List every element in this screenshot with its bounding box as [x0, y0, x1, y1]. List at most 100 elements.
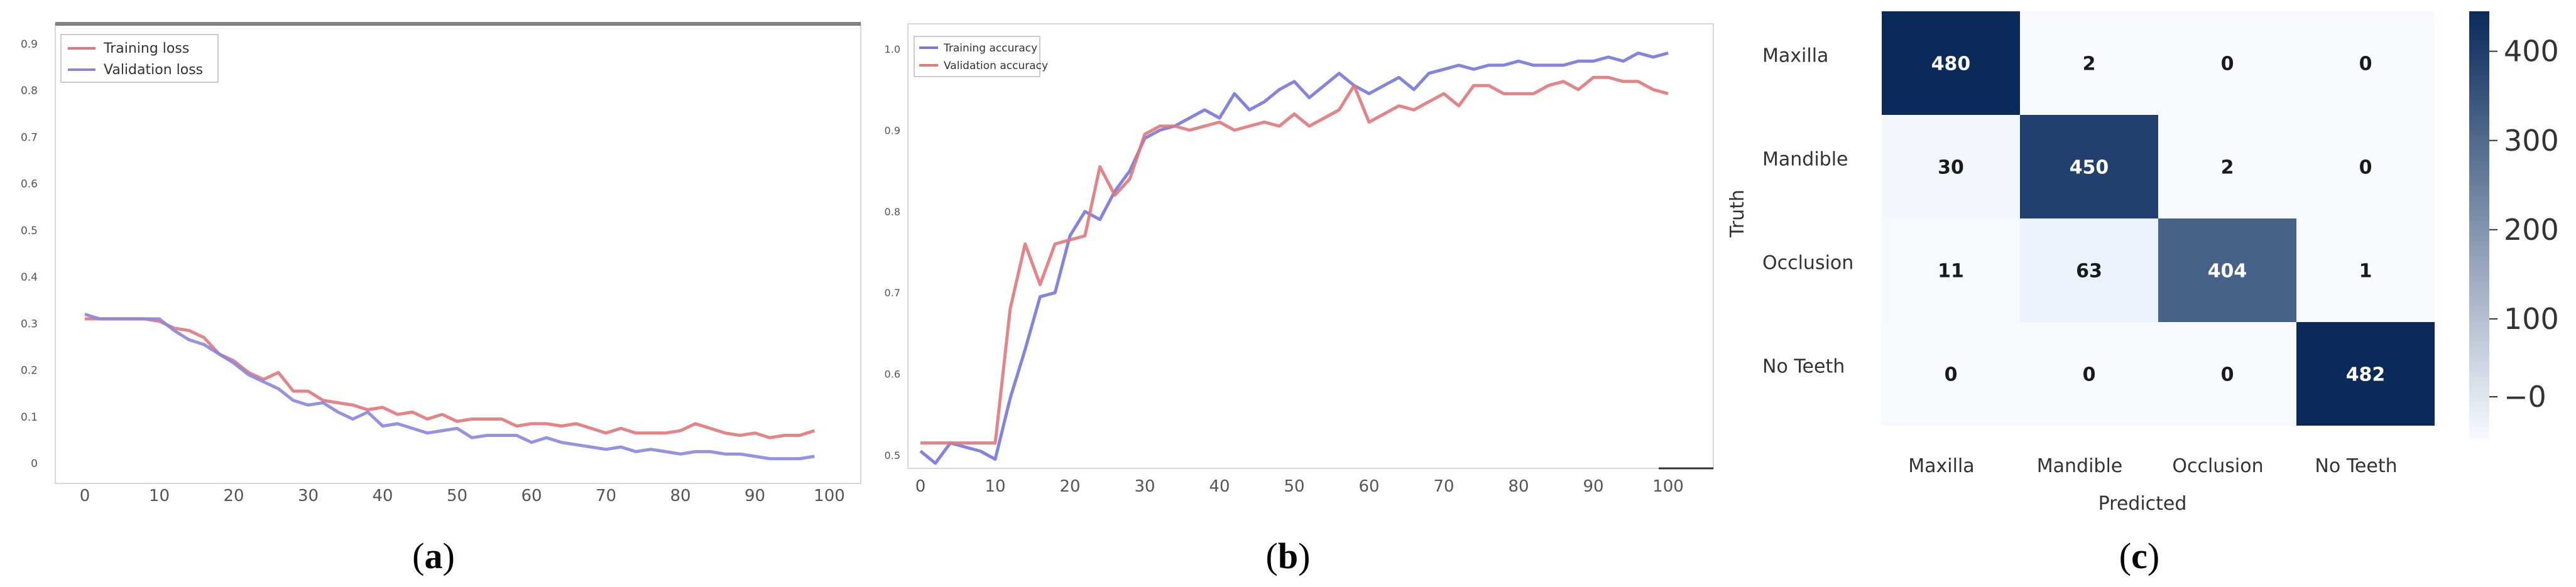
caption-c: (c) [2119, 536, 2159, 576]
legend-label-validation-accuracy: Validation accuracy [944, 60, 1048, 72]
confusion-matrix-cells: 480 2 0 0 30 450 2 0 11 63 404 1 0 0 0 482 [1882, 11, 2435, 426]
matrix-cell [2158, 322, 2296, 426]
x-tick-label: 50 [447, 487, 467, 505]
caption-a-letter: a [425, 536, 443, 576]
confusion-matrix: 480 2 0 030 450 2 011 63 404 10 0 0 482 MaxillaMandi… [1727, 11, 2559, 576]
confusion-matrix-column-labels: Maxilla Mandible Occlusion No Teeth [1908, 455, 2397, 477]
matrix-cell [2296, 322, 2435, 426]
matrix-cell-value: 11 [1938, 261, 1964, 283]
matrix-cell-value: 0 [2083, 364, 2096, 386]
matrix-cell [2020, 218, 2158, 322]
matrix-cell [2158, 115, 2296, 218]
y-tick-label: 0.6 [885, 369, 900, 380]
x-tick-label: 100 [1652, 477, 1684, 496]
x-tick-label: 0 [915, 477, 926, 496]
confusion-matrix-row-labels: Maxilla Mandible Occlusion No Teeth [1762, 45, 1853, 378]
row-label: Occlusion [1762, 252, 1853, 274]
colorbar-tick-label: 100 [2504, 302, 2559, 336]
loss-chart: 0 0.1 0.2 0.3 0.4 0.5 0.6 0.7 0.8 0.9 0 10 20 30 40 50… [21, 22, 861, 576]
matrix-cell-value: 0 [2221, 53, 2234, 75]
y-tick-label: 0.7 [21, 131, 38, 144]
matrix-cell-value: 404 [2208, 261, 2247, 283]
y-tick-label: 0.6 [21, 178, 38, 191]
x-tick-label: 100 [814, 487, 845, 505]
x-tick-label: 30 [298, 487, 319, 505]
column-label: Occlusion [2172, 455, 2263, 477]
matrix-cell [2158, 218, 2296, 322]
matrix-cell-value: 0 [2359, 53, 2372, 75]
matrix-cell-value: 2 [2083, 53, 2096, 75]
x-tick-label: 0 [80, 487, 90, 505]
row-label: Mandible [1762, 149, 1848, 171]
matrix-cell-value: 30 [1938, 157, 1964, 179]
colorbar [2469, 11, 2489, 439]
colorbar-tick-label: 300 [2504, 124, 2559, 158]
x-tick-label: 80 [670, 487, 690, 505]
x-tick-label: 40 [1209, 477, 1230, 496]
x-tick-label: 60 [1358, 477, 1379, 496]
row-label: Maxilla [1762, 45, 1828, 67]
y-tick-label: 0.3 [21, 318, 38, 330]
series-line-training-accuracy [919, 51, 1669, 465]
y-tick-label: 0.9 [21, 38, 38, 51]
x-tick-label: 70 [596, 487, 616, 505]
loss-legend-box [60, 34, 219, 83]
x-tick-label: 10 [985, 477, 1005, 496]
y-tick-label: 0.1 [21, 411, 38, 424]
caption-a: (a) [412, 536, 455, 576]
matrix-cell [1882, 11, 2020, 115]
x-tick-label: 70 [1433, 477, 1454, 496]
x-tick-label: 90 [1583, 477, 1603, 496]
matrix-cell [2020, 11, 2158, 115]
colorbar-tick-label: 400 [2504, 35, 2559, 68]
legend-label-training-accuracy: Training accuracy [943, 42, 1037, 55]
accuracy-plot-area [907, 23, 1714, 469]
x-tick-label: 90 [745, 487, 765, 505]
accuracy-series-lines [919, 51, 1669, 465]
matrix-cell [2158, 11, 2296, 115]
matrix-cell-value: 63 [2076, 261, 2102, 283]
series-line-training-loss [85, 317, 816, 439]
y-tick-label: 0.5 [885, 450, 900, 461]
column-label: No Teeth [2315, 455, 2397, 477]
series-line-validation-accuracy [920, 75, 1669, 445]
matrix-cell-value: 1 [2359, 261, 2372, 283]
loss-legend: Training loss Validation loss [60, 34, 219, 83]
matrix-cell-value: 482 [2346, 364, 2386, 386]
matrix-cell [1882, 218, 2020, 322]
legend-label-validation-loss: Validation loss [104, 62, 203, 78]
x-tick-label: 80 [1508, 477, 1529, 496]
matrix-cell-value: 0 [2359, 157, 2372, 179]
matrix-cell [2020, 115, 2158, 218]
colorbar-ticks: −0 100 200 300 400 [2489, 35, 2559, 414]
matrix-cell-value: 450 [2070, 157, 2109, 179]
column-label: Maxilla [1908, 455, 1974, 477]
x-tick-label: 20 [223, 487, 244, 505]
caption-c-letter: c [2131, 536, 2148, 576]
matrix-cell [1882, 322, 2020, 426]
y-tick-label: 0.5 [21, 225, 38, 237]
y-tick-label: 0.8 [885, 206, 900, 218]
y-tick-label: 0.9 [885, 124, 900, 136]
y-tick-label: 1.0 [885, 43, 900, 55]
x-tick-label: 30 [1134, 477, 1155, 496]
x-tick-label: 10 [149, 487, 170, 505]
matrix-cell [2296, 115, 2435, 218]
predicted-axis-label: Predicted [2098, 493, 2187, 515]
loss-plot-area [55, 23, 861, 484]
column-label: Mandible [2037, 455, 2123, 477]
accuracy-legend-box [914, 36, 1040, 77]
accuracy-chart: 0.5 0.6 0.7 0.8 0.9 1.0 0 10 20 30 40 50 60 70 80 90 10… [885, 23, 1714, 576]
truth-axis-label: Truth [1727, 190, 1749, 238]
caption-b-letter: b [1278, 536, 1298, 576]
row-label: No Teeth [1762, 356, 1845, 378]
caption-b: (b) [1266, 536, 1311, 576]
matrix-cell [2296, 11, 2435, 115]
x-tick-label: 50 [1284, 477, 1304, 496]
accuracy-y-ticks: 0.5 0.6 0.7 0.8 0.9 1.0 [885, 43, 900, 461]
colorbar-tick-label: −0 [2504, 380, 2546, 414]
series-line-validation-loss [84, 313, 815, 461]
accuracy-legend: Training accuracy Validation accuracy [914, 36, 1048, 77]
y-tick-label: 0.8 [21, 85, 38, 97]
